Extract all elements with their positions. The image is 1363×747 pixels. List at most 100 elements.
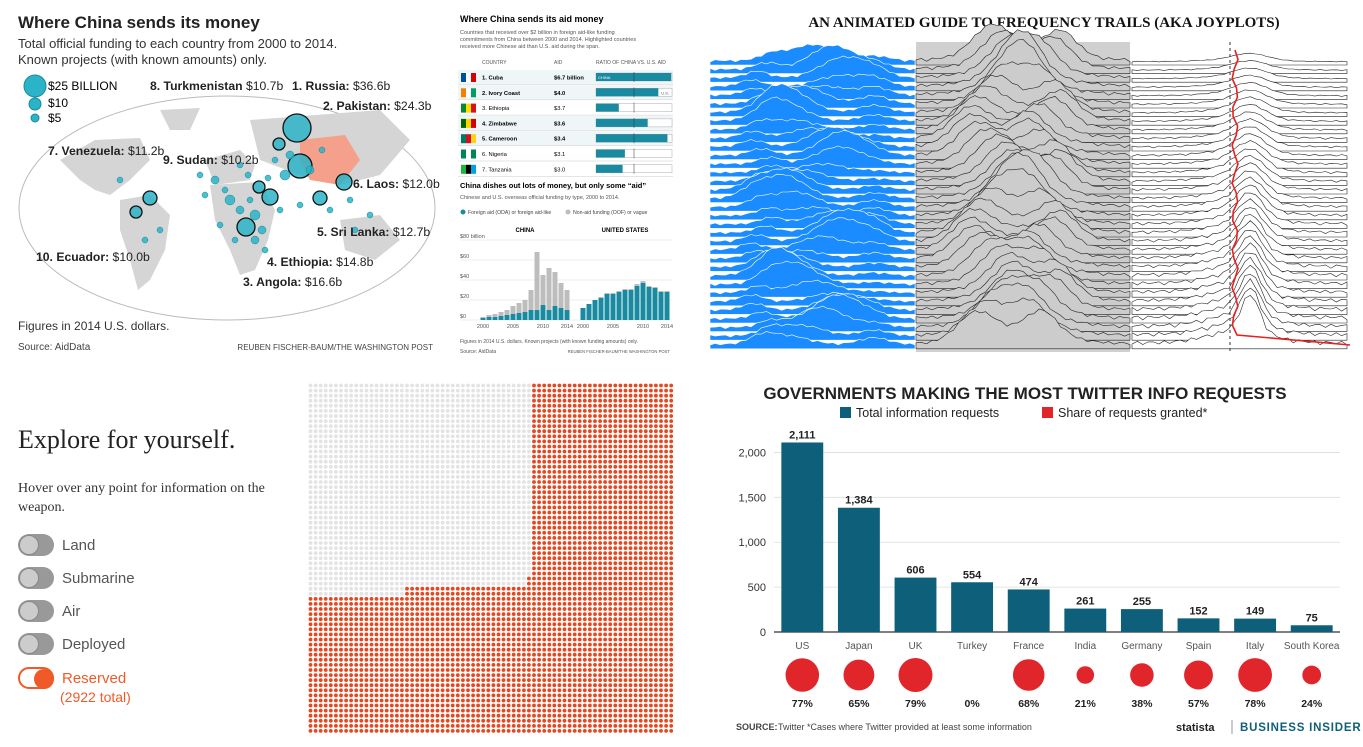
weapon-dot[interactable] [308, 398, 313, 403]
weapon-dot[interactable] [313, 398, 318, 403]
weapon-dot[interactable] [481, 464, 486, 469]
weapon-dot[interactable] [481, 632, 486, 637]
weapon-dot[interactable] [481, 495, 486, 500]
weapon-dot[interactable] [654, 652, 658, 657]
weapon-dot[interactable] [308, 520, 313, 525]
weapon-dot[interactable] [643, 444, 648, 449]
weapon-dot[interactable] [567, 414, 572, 418]
weapon-dot[interactable] [395, 678, 399, 682]
weapon-dot[interactable] [313, 434, 318, 439]
weapon-dot[interactable] [506, 612, 511, 616]
weapon-dot[interactable] [633, 632, 638, 637]
weapon-dot[interactable] [384, 530, 389, 535]
weapon-dot[interactable] [608, 622, 613, 627]
weapon-dot[interactable] [603, 429, 607, 434]
weapon-dot[interactable] [501, 510, 506, 515]
weapon-dot[interactable] [466, 622, 470, 627]
weapon-dot[interactable] [359, 622, 364, 627]
weapon-dot[interactable] [516, 673, 521, 677]
weapon-dot[interactable] [638, 464, 643, 469]
weapon-dot[interactable] [598, 541, 602, 545]
weapon-dot[interactable] [405, 434, 409, 439]
weapon-dot[interactable] [466, 520, 470, 525]
weapon-dot[interactable] [669, 637, 674, 642]
weapon-dot[interactable] [572, 673, 577, 677]
weapon-dot[interactable] [516, 424, 521, 428]
weapon-dot[interactable] [425, 602, 430, 606]
weapon-dot[interactable] [598, 429, 602, 434]
weapon-dot[interactable] [501, 541, 506, 545]
weapon-dot[interactable] [308, 475, 313, 479]
weapon-dot[interactable] [577, 429, 582, 434]
weapon-dot[interactable] [466, 525, 470, 530]
weapon-dot[interactable] [471, 470, 475, 474]
weapon-dot[interactable] [628, 485, 633, 489]
weapon-dot[interactable] [323, 388, 328, 393]
weapon-dot[interactable] [400, 597, 404, 601]
weapon-dot[interactable] [593, 566, 597, 571]
weapon-dot[interactable] [339, 459, 343, 464]
weapon-dot[interactable] [562, 530, 567, 535]
weapon-dot[interactable] [588, 449, 592, 454]
weapon-dot[interactable] [313, 464, 318, 469]
weapon-dot[interactable] [654, 525, 658, 530]
weapon-dot[interactable] [471, 627, 475, 632]
weapon-dot[interactable] [420, 627, 425, 632]
weapon-dot[interactable] [354, 485, 359, 489]
weapon-dot[interactable] [425, 703, 430, 708]
weapon-dot[interactable] [542, 627, 547, 632]
weapon-dot[interactable] [344, 500, 348, 505]
weapon-dot[interactable] [354, 464, 359, 469]
weapon-dot[interactable] [440, 470, 445, 474]
weapon-dot[interactable] [562, 409, 567, 413]
weapon-dot[interactable] [659, 673, 663, 677]
weapon-dot[interactable] [440, 449, 445, 454]
weapon-dot[interactable] [491, 434, 496, 439]
weapon-dot[interactable] [420, 393, 425, 398]
weapon-dot[interactable] [537, 536, 541, 540]
weapon-dot[interactable] [471, 703, 475, 708]
weapon-dot[interactable] [506, 546, 511, 550]
weapon-dot[interactable] [654, 637, 658, 642]
weapon-dot[interactable] [582, 668, 587, 672]
weapon-dot[interactable] [486, 439, 491, 444]
weapon-dot[interactable] [557, 520, 562, 525]
weapon-dot[interactable] [618, 515, 623, 520]
weapon-dot[interactable] [359, 424, 364, 428]
weapon-dot[interactable] [522, 617, 526, 622]
weapon-dot[interactable] [603, 683, 607, 688]
weapon-dot[interactable] [628, 434, 633, 439]
weapon-dot[interactable] [440, 419, 445, 423]
weapon-dot[interactable] [410, 429, 414, 434]
weapon-dot[interactable] [664, 688, 668, 693]
weapon-dot[interactable] [430, 551, 435, 555]
weapon-dot[interactable] [664, 642, 668, 647]
weapon-dot[interactable] [593, 637, 597, 642]
weapon-dot[interactable] [618, 429, 623, 434]
weapon-dot[interactable] [476, 500, 480, 505]
weapon-dot[interactable] [537, 505, 541, 510]
weapon-dot[interactable] [481, 424, 486, 428]
weapon-dot[interactable] [461, 403, 465, 408]
weapon-dot[interactable] [542, 678, 547, 682]
weapon-dot[interactable] [486, 551, 491, 555]
weapon-dot[interactable] [410, 566, 414, 571]
weapon-dot[interactable] [552, 607, 557, 611]
weapon-dot[interactable] [496, 393, 501, 398]
weapon-dot[interactable] [577, 617, 582, 622]
weapon-dot[interactable] [633, 576, 638, 581]
weapon-dot[interactable] [588, 510, 592, 515]
weapon-dot[interactable] [537, 429, 541, 434]
weapon-dot[interactable] [572, 439, 577, 444]
weapon-dot[interactable] [425, 414, 430, 418]
weapon-dot[interactable] [415, 444, 420, 449]
weapon-dot[interactable] [481, 693, 486, 698]
weapon-dot[interactable] [455, 414, 460, 418]
weapon-dot[interactable] [374, 530, 379, 535]
weapon-dot[interactable] [542, 576, 547, 581]
weapon-dot[interactable] [389, 424, 394, 428]
weapon-dot[interactable] [369, 683, 374, 688]
weapon-dot[interactable] [308, 449, 313, 454]
weapon-dot[interactable] [633, 622, 638, 627]
weapon-dot[interactable] [476, 673, 480, 677]
